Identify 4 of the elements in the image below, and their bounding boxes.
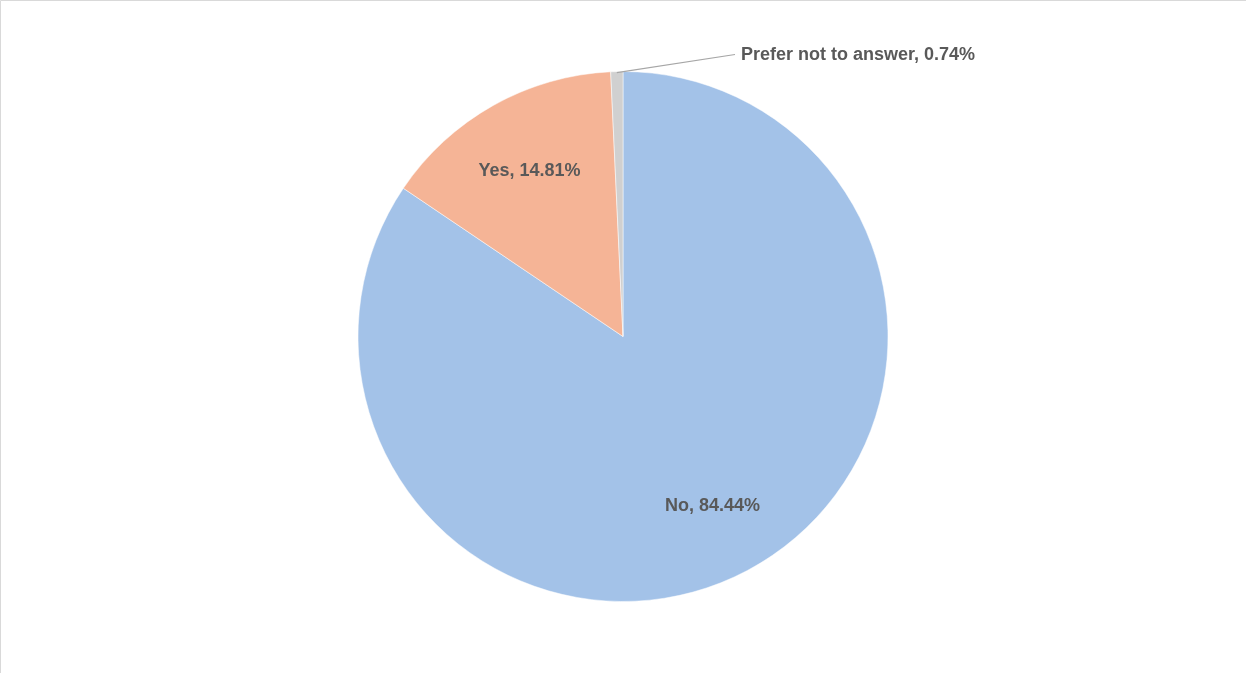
slice-label: No, 84.44% — [665, 494, 761, 515]
slice-label: Yes, 14.81% — [478, 160, 581, 181]
slice-label: Prefer not to answer, 0.74% — [741, 43, 976, 64]
pie-slice — [358, 71, 889, 602]
